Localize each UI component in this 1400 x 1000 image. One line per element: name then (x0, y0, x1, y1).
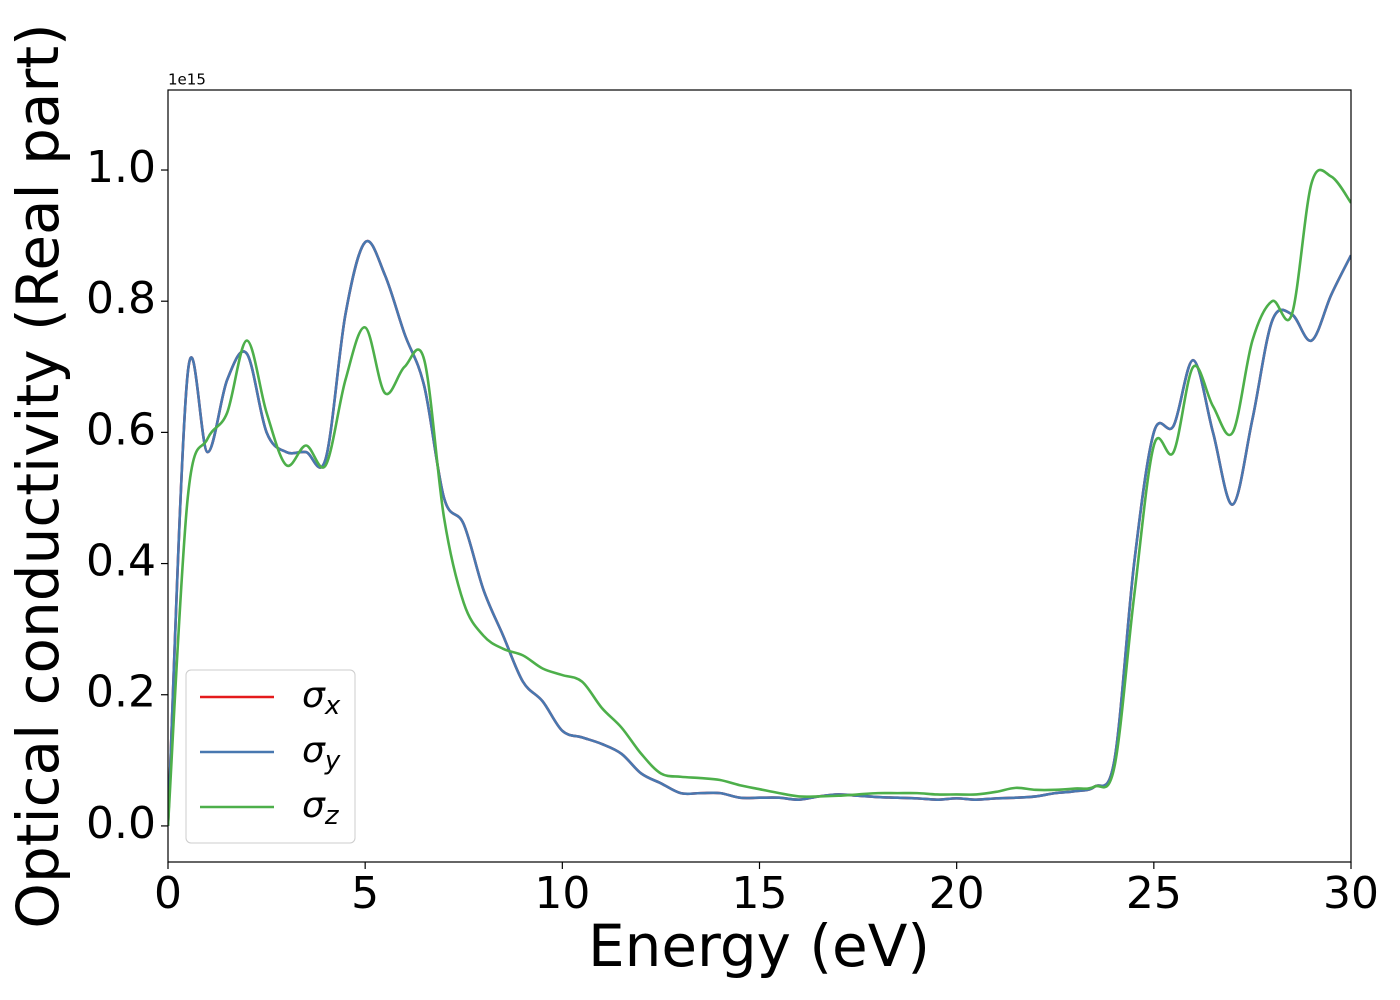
y-axis-label: Optical conductivity (Real part) (4, 23, 72, 928)
x-tick-label: 20 (929, 868, 985, 919)
x-tick-label: 15 (732, 868, 788, 919)
y-tick-label: 1.0 (86, 142, 156, 193)
x-tick-label: 5 (351, 868, 379, 919)
y-offset-label: 1e15 (168, 71, 206, 89)
axes-frame (167, 89, 1352, 863)
data-line (168, 239, 1351, 826)
y-tick-label: 0.0 (86, 798, 156, 849)
x-tick-label: 0 (154, 868, 182, 919)
legend: σx σy σz (185, 669, 356, 844)
x-tick-label: 25 (1126, 868, 1182, 919)
legend-label: σz (302, 785, 340, 831)
legend-box (185, 669, 356, 844)
y-tick-label: 0.8 (86, 273, 156, 324)
x-tick-label: 30 (1323, 868, 1379, 919)
y-tick-label: 0.2 (86, 667, 156, 718)
plot-area (168, 168, 1351, 827)
y-tick-label: 0.6 (86, 404, 156, 455)
legend-label: σy (302, 730, 341, 776)
data-line (168, 168, 1351, 827)
y-tick-label: 0.4 (86, 536, 156, 587)
legend-label: σx (302, 675, 341, 721)
x-tick-label: 10 (534, 868, 590, 919)
x-axis-label: Energy (eV) (588, 912, 930, 980)
